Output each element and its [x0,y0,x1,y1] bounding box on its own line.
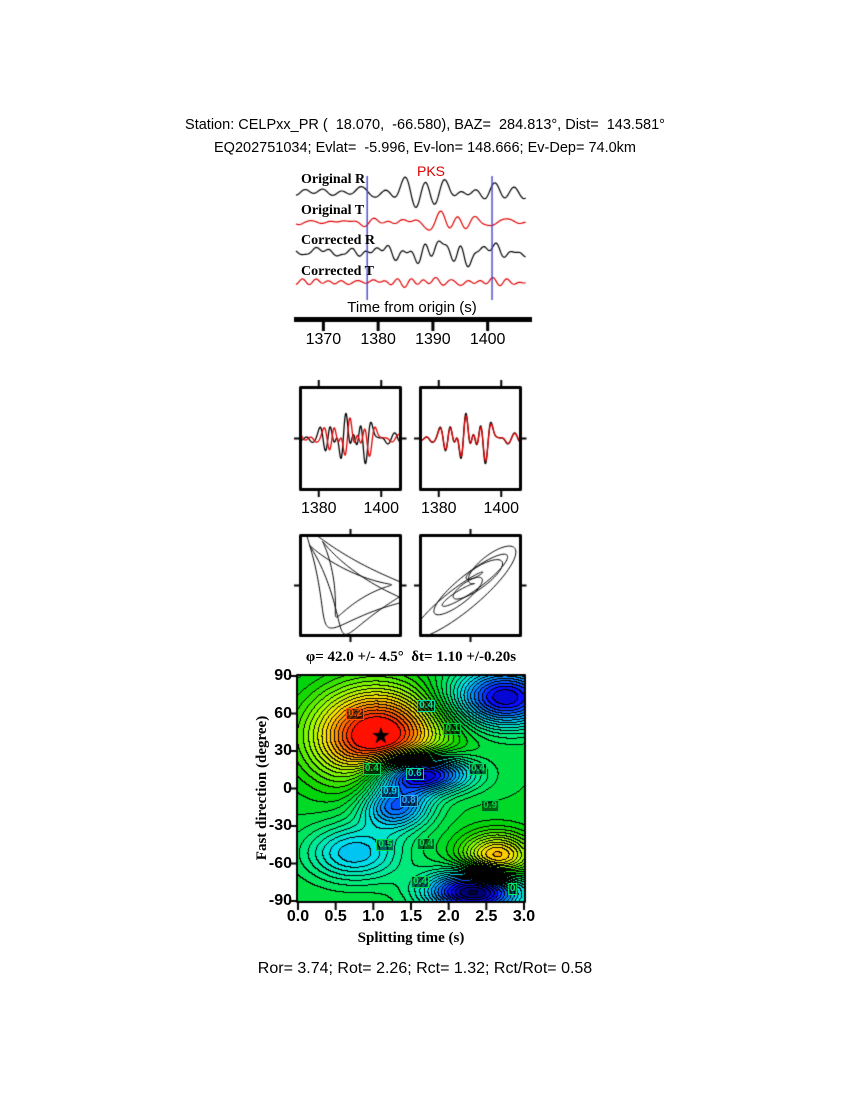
contour-annotation: 0.4 [469,762,487,775]
time-tick-label: 1380 [360,331,396,348]
time-axis-label: Time from origin (s) [347,299,477,316]
trace-label-original-r: Original R [301,172,366,187]
contour-annotation: 0.4 [411,876,429,889]
zoom-tick-label: 1380 [300,500,337,517]
contour-annotation: 0.1 [443,722,462,735]
contour-annotation: 0.4 [362,762,381,775]
time-tick-label: 1370 [305,331,342,348]
contour-annotation: 0.4 [417,700,436,712]
contour-ytick-label: 90 [274,667,292,684]
contour-xlabel: Splitting time (s) [357,930,465,946]
trace-label-original-t: Original T [301,203,365,218]
result-summary: Ror= 3.74; Rot= 2.26; Rct= 1.32; Rct/Rot… [257,960,593,977]
contour-annotation: 0 [507,882,518,895]
contour-ytick-label: -60 [268,854,292,872]
phase-label: PKS [416,163,446,179]
contour-ytick-label: -90 [268,892,292,909]
contour-ytick-label: 60 [274,704,292,722]
contour-title: φ= 42.0 +/- 4.5° δt= 1.10 +/-0.20s [305,649,517,665]
time-tick-label: 1400 [469,331,506,348]
contour-xtick-label: 2.5 [475,908,498,925]
contour-xtick-label: 1.0 [362,908,385,925]
contour-ytick-label: 0 [283,779,292,797]
contour-xtick-label: 0.5 [324,908,347,925]
contour-xtick-label: 1.5 [399,908,423,925]
contour-annotation: 0.9 [380,786,399,799]
contour-xtick-label: 2.0 [437,908,460,925]
contour-annotation: 0.6 [405,767,424,780]
contour-annotation: 0.4 [417,837,436,850]
contour-annotation: 0.8 [399,795,418,807]
zoom-tick-label: 1380 [420,500,457,517]
time-tick-label: 1390 [415,331,451,348]
contour-ytick-label: 30 [274,742,292,759]
zoom-tick-label: 1400 [363,500,400,517]
contour-xtick-label: 3.0 [512,908,536,925]
contour-xtick-label: 0.0 [286,908,310,925]
trace-label-corrected-t: Corrected T [301,264,374,279]
zoom-tick-label: 1400 [483,500,520,517]
contour-annotation: 0.5 [376,838,395,851]
contour-ytick-label: -30 [268,817,292,834]
station-info-line: Station: CELPxx_PR ( 18.070, -66.580), B… [185,117,665,133]
trace-label-corrected-r: Corrected R [301,233,375,248]
event-info-line: EQ202751034; Evlat= -5.996, Ev-lon= 148.… [214,140,636,156]
contour-annotation: 0.2 [346,707,365,720]
contour-annotation: 0.9 [481,800,500,812]
